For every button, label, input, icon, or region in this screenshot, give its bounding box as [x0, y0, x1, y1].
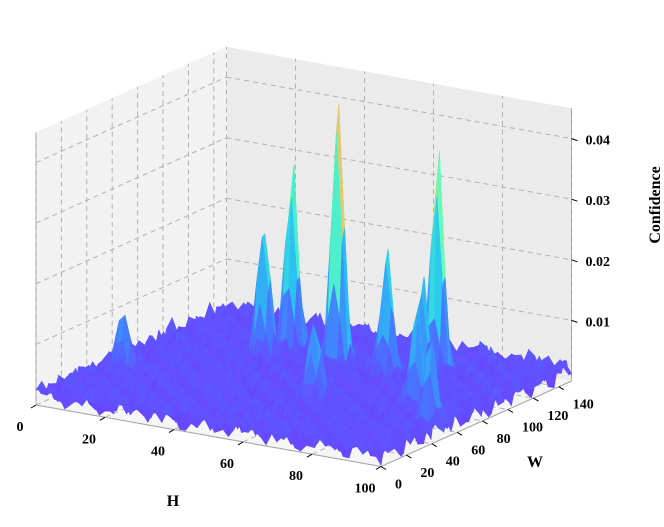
grid-z-back: [226, 76, 572, 140]
x-tick-label: 40: [151, 445, 165, 460]
y-tick-label: 20: [420, 466, 434, 481]
back-pane: [226, 46, 572, 382]
x-axis-label: H: [167, 493, 180, 510]
y-tick-label: 80: [497, 432, 511, 447]
y-tick-label: 140: [573, 398, 594, 413]
y-tick-mark: [533, 397, 539, 402]
y-tick-mark: [558, 386, 565, 391]
x-tick-label: 20: [82, 432, 96, 447]
x-tick-label: 0: [17, 420, 24, 435]
y-tick-label: 120: [547, 409, 568, 424]
confidence-surface: [35, 103, 572, 467]
grid-z-left: [35, 76, 227, 164]
z-tick-label: 0.03: [586, 194, 611, 209]
y-tick-mark: [482, 420, 488, 425]
x-tick-mark: [30, 404, 37, 409]
grid-z-left: [35, 258, 227, 345]
y-tick-label: 0: [395, 478, 402, 493]
grid-z-back: [226, 197, 572, 261]
grid-z-left: [35, 137, 227, 224]
grid-w-floor: [35, 404, 382, 467]
z-tick-label: 0.01: [586, 315, 611, 330]
x-tick-label: 60: [220, 457, 234, 472]
z-axis-label: Confidence: [647, 166, 664, 243]
x-tick-label: 100: [355, 482, 376, 497]
z-tick-mark: [571, 319, 578, 323]
y-tick-label: 60: [471, 443, 485, 458]
y-tick-mark: [507, 409, 514, 413]
y-tick-label: 40: [446, 455, 460, 470]
z-tick-label: 0.02: [586, 255, 611, 270]
x-tick-mark: [306, 453, 313, 458]
y-axis-label: W: [527, 454, 543, 471]
z-tick-mark: [571, 138, 578, 142]
y-tick-mark: [380, 466, 387, 470]
y-tick-label: 100: [522, 421, 543, 436]
z-tick-mark: [571, 198, 578, 202]
z-tick-label: 0.04: [586, 134, 611, 149]
grid-z-back: [226, 137, 572, 200]
x-tick-label: 80: [289, 469, 303, 484]
y-tick-mark: [456, 431, 463, 436]
y-tick-mark: [431, 443, 438, 448]
left-pane: [36, 46, 227, 406]
y-tick-mark: [406, 454, 412, 459]
z-tick-mark: [571, 259, 578, 263]
x-tick-mark: [375, 466, 382, 470]
x-tick-mark: [168, 429, 175, 434]
x-tick-mark: [237, 441, 244, 446]
grid-h-floor: [380, 380, 572, 467]
x-tick-mark: [99, 416, 106, 421]
grid-z-left: [35, 197, 227, 285]
